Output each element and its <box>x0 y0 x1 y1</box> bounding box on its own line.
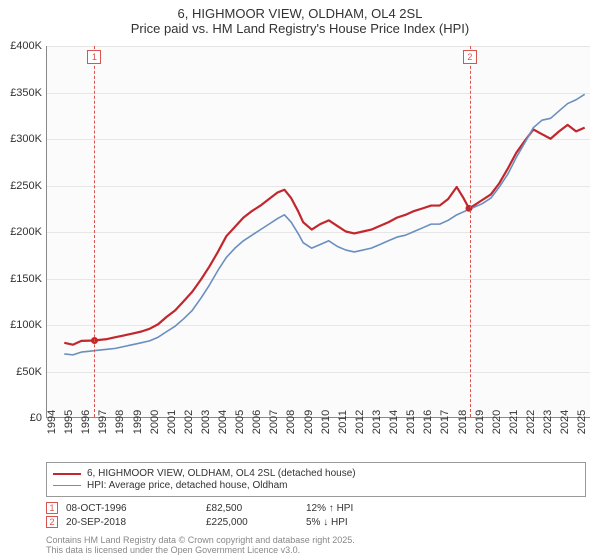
legend-item-hpi: HPI: Average price, detached house, Oldh… <box>53 480 579 491</box>
sale-date: 20-SEP-2018 <box>66 517 206 528</box>
sale-price: £225,000 <box>206 517 306 528</box>
title-line-2: Price paid vs. HM Land Registry's House … <box>0 21 600 36</box>
y-tick-label: £400K <box>10 40 42 52</box>
title-line-1: 6, HIGHMOOR VIEW, OLDHAM, OL4 2SL <box>0 6 600 21</box>
x-axis: 1994199519961997199819992000200120022003… <box>46 418 590 460</box>
x-tick-label: 2014 <box>388 410 400 434</box>
x-tick-label: 2016 <box>422 410 434 434</box>
x-tick-label: 2009 <box>303 410 315 434</box>
y-tick-label: £250K <box>10 180 42 192</box>
legend-label: 6, HIGHMOOR VIEW, OLDHAM, OL4 2SL (detac… <box>87 468 356 479</box>
chart-lines <box>47 46 590 417</box>
sale-marker-line <box>470 46 471 417</box>
sale-marker-box: 2 <box>46 516 58 528</box>
x-tick-label: 2004 <box>217 410 229 434</box>
x-tick-label: 2000 <box>149 410 161 434</box>
plot-area: 12 <box>46 46 590 418</box>
x-tick-label: 2013 <box>371 410 383 434</box>
y-tick-label: £100K <box>10 319 42 331</box>
x-tick-label: 2003 <box>200 410 212 434</box>
y-tick-label: £150K <box>10 273 42 285</box>
sale-price: £82,500 <box>206 503 306 514</box>
x-tick-label: 2023 <box>542 410 554 434</box>
x-tick-label: 2018 <box>457 410 469 434</box>
x-tick-label: 2017 <box>439 410 451 434</box>
y-tick-label: £0 <box>30 412 42 424</box>
y-tick-label: £350K <box>10 87 42 99</box>
y-tick-label: £200K <box>10 226 42 238</box>
x-tick-label: 1995 <box>63 410 75 434</box>
series-hpi <box>64 94 584 355</box>
x-tick-label: 1994 <box>46 410 58 434</box>
x-tick-label: 2015 <box>405 410 417 434</box>
x-tick-label: 1998 <box>114 410 126 434</box>
x-tick-label: 2010 <box>320 410 332 434</box>
y-axis: £0£50K£100K£150K£200K£250K£300K£350K£400… <box>0 46 46 418</box>
chart-container: 6, HIGHMOOR VIEW, OLDHAM, OL4 2SL Price … <box>0 0 600 560</box>
sale-marker-box: 1 <box>46 502 58 514</box>
x-tick-label: 1999 <box>132 410 144 434</box>
legend-item-price-paid: 6, HIGHMOOR VIEW, OLDHAM, OL4 2SL (detac… <box>53 468 579 479</box>
sale-delta: 5% ↓ HPI <box>306 517 426 528</box>
series-price_paid <box>64 125 584 345</box>
x-tick-label: 2025 <box>576 410 588 434</box>
x-tick-label: 1997 <box>97 410 109 434</box>
x-tick-label: 2005 <box>234 410 246 434</box>
x-tick-label: 2019 <box>474 410 486 434</box>
sale-marker-box: 2 <box>463 50 477 64</box>
x-tick-label: 2002 <box>183 410 195 434</box>
x-tick-label: 2011 <box>337 410 349 434</box>
x-tick-label: 2022 <box>525 410 537 434</box>
footer-attribution: Contains HM Land Registry data © Crown c… <box>46 536 355 556</box>
sale-marker-line <box>94 46 95 417</box>
x-tick-label: 2021 <box>508 410 520 434</box>
y-tick-label: £50K <box>16 366 42 378</box>
x-tick-label: 2024 <box>559 410 571 434</box>
x-tick-label: 2012 <box>354 410 366 434</box>
chart-title: 6, HIGHMOOR VIEW, OLDHAM, OL4 2SL Price … <box>0 0 600 38</box>
legend-label: HPI: Average price, detached house, Oldh… <box>87 480 288 491</box>
x-tick-label: 2006 <box>251 410 263 434</box>
sale-date: 08-OCT-1996 <box>66 503 206 514</box>
legend-swatch <box>53 473 81 475</box>
footer-line-2: This data is licensed under the Open Gov… <box>46 546 355 556</box>
sale-record: 1 08-OCT-1996 £82,500 12% ↑ HPI <box>46 502 586 514</box>
sale-delta: 12% ↑ HPI <box>306 503 426 514</box>
x-tick-label: 2001 <box>166 410 178 434</box>
sale-record: 2 20-SEP-2018 £225,000 5% ↓ HPI <box>46 516 586 528</box>
x-tick-label: 2007 <box>268 410 280 434</box>
y-tick-label: £300K <box>10 133 42 145</box>
sale-marker-box: 1 <box>87 50 101 64</box>
x-tick-label: 1996 <box>80 410 92 434</box>
legend: 6, HIGHMOOR VIEW, OLDHAM, OL4 2SL (detac… <box>46 462 586 497</box>
legend-swatch <box>53 485 81 486</box>
x-tick-label: 2008 <box>285 410 297 434</box>
x-tick-label: 2020 <box>491 410 503 434</box>
sale-records: 1 08-OCT-1996 £82,500 12% ↑ HPI 2 20-SEP… <box>46 500 586 530</box>
